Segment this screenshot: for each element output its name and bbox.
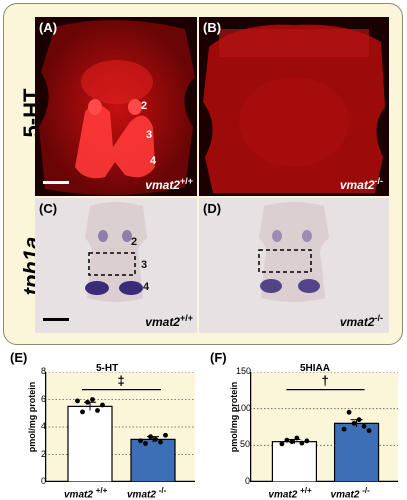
panel-b-label: (B): [203, 20, 222, 35]
panel-b-image: [199, 17, 389, 196]
region-number: 3: [141, 259, 148, 271]
genotype-label: vmat2+/+: [145, 176, 193, 192]
y-tick-label: 0: [244, 476, 250, 486]
data-point: [361, 423, 367, 429]
data-point: [138, 438, 143, 444]
data-point: [304, 438, 310, 444]
x-tick-label: vmat2 +/+: [64, 486, 108, 500]
chart-f-ylabel: pmol/mg protein: [229, 381, 239, 453]
significance-marker: ‡: [117, 372, 125, 388]
data-point: [351, 420, 357, 426]
data-point: [95, 408, 100, 413]
y-tick-label: 0: [40, 476, 46, 486]
data-point: [279, 441, 285, 447]
significance-marker: †: [321, 372, 329, 388]
region-number: 2: [141, 100, 148, 112]
data-point: [346, 409, 352, 415]
chart-f-title: 5HIAA: [300, 363, 331, 374]
chart-e-label: (E): [10, 350, 28, 365]
y-tick-label: 6: [40, 393, 46, 404]
region-number: 2: [131, 236, 138, 248]
chart-plot-area: [250, 372, 398, 482]
scale-bar: [43, 181, 69, 184]
chart-e-title: 5-HT: [96, 363, 119, 374]
data-point: [366, 428, 372, 434]
panel-a-label: (A): [39, 20, 58, 35]
genotype-label: vmat2-/-: [339, 176, 383, 192]
genotype-label: vmat2+/+: [145, 313, 193, 329]
chart-f-label: (F): [210, 350, 227, 365]
x-tick-label: vmat2 -/-: [127, 486, 167, 500]
panel-d-image: [199, 198, 389, 333]
data-point: [341, 426, 347, 432]
data-point: [90, 397, 95, 402]
data-point: [158, 439, 163, 445]
region-number: 4: [150, 155, 157, 167]
panel-a-image: [35, 17, 197, 196]
x-tick-label: vmat2 -/-: [330, 486, 370, 500]
y-tick-label: 4: [40, 421, 46, 431]
panel-c-label: (C): [39, 201, 58, 216]
data-point: [163, 432, 168, 438]
chart-plot-area: [45, 372, 195, 482]
data-point: [100, 402, 105, 408]
data-point: [148, 434, 153, 440]
panel-b-5ht-mutant: (B) vmat2-/-: [199, 17, 389, 196]
panel-d-label: (D): [203, 201, 222, 216]
panel-c-tph1a-wildtype: (C) 2 3 4 vmat2+/+: [35, 198, 197, 333]
y-tick-label: 100: [236, 402, 252, 413]
data-point: [289, 439, 295, 445]
data-point: [153, 436, 158, 442]
panel-a-5ht-wildtype: (A) 2 3 4 vmat2+/+: [35, 17, 197, 196]
region-number: 4: [143, 281, 150, 293]
genotype-label: vmat2-/-: [339, 313, 383, 329]
data-point: [80, 409, 85, 415]
data-point: [85, 399, 90, 405]
data-point: [294, 435, 300, 441]
bar: [271, 441, 317, 482]
y-tick-label: 8: [40, 366, 46, 376]
y-tick-label: 50: [239, 439, 250, 450]
bar: [333, 422, 380, 482]
data-point: [284, 437, 290, 443]
panel-d-tph1a-mutant: (D) vmat2-/-: [199, 198, 389, 333]
scale-bar: [43, 318, 69, 321]
data-point: [356, 417, 362, 423]
panel-c-image: [35, 198, 197, 333]
bar: [67, 405, 113, 482]
x-tick-label: vmat2 +/+: [268, 486, 312, 500]
region-number: 3: [146, 129, 153, 141]
y-tick-label: 2: [40, 448, 46, 459]
bar: [130, 438, 176, 482]
y-tick-label: 150: [236, 366, 252, 376]
data-point: [299, 440, 305, 446]
data-point: [143, 441, 148, 446]
data-point: [75, 398, 80, 404]
